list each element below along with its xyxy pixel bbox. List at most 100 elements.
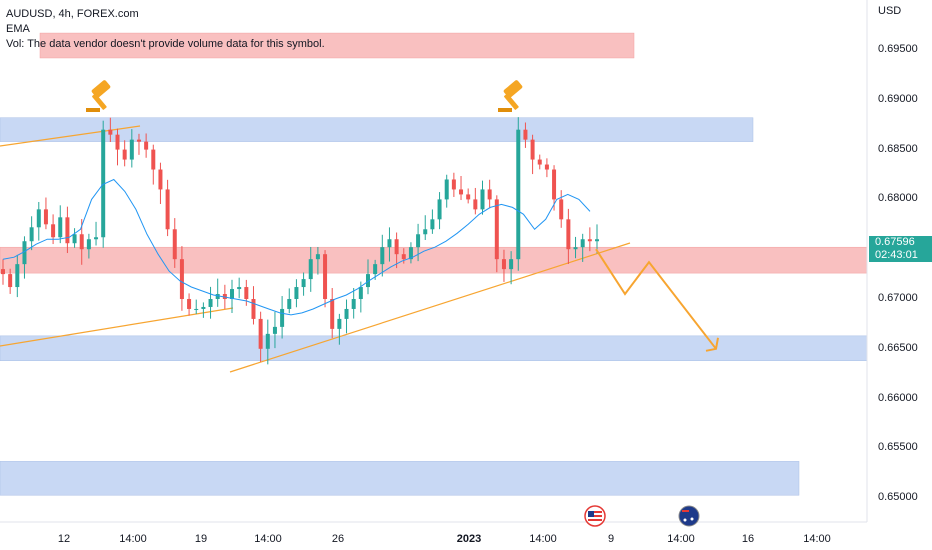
candle-body <box>129 139 134 160</box>
time-tick-label: 14:00 <box>529 533 557 545</box>
candle <box>65 206 70 254</box>
price-tick-label: 0.65000 <box>878 491 918 504</box>
price-tick-label: 0.65500 <box>878 441 918 454</box>
candle <box>244 279 249 306</box>
candle <box>595 224 599 254</box>
price-tick-label: 0.69000 <box>878 92 918 105</box>
candle <box>344 299 349 334</box>
candle-body <box>179 259 184 299</box>
candle-body <box>387 239 392 248</box>
candle-body <box>473 199 478 210</box>
candle-body <box>459 189 464 195</box>
candle <box>487 179 492 209</box>
candle-body <box>280 308 285 327</box>
candle-body <box>373 264 378 275</box>
candle-body <box>566 219 571 250</box>
candle <box>29 216 34 251</box>
candle-body <box>222 294 227 299</box>
candle-body <box>230 289 235 299</box>
candle-body <box>573 247 578 250</box>
candle <box>94 221 99 246</box>
price-tick-label: 0.67000 <box>878 292 918 304</box>
candle <box>537 154 542 170</box>
chart-legend: AUDUSD, 4h, FOREX.com EMA Vol: The data … <box>6 7 325 52</box>
candle-body <box>294 287 299 299</box>
candle <box>509 251 514 285</box>
gavel-icon <box>498 80 523 112</box>
candle <box>444 174 449 208</box>
trendline[interactable] <box>0 125 141 147</box>
candle <box>559 190 564 228</box>
candle <box>294 279 299 308</box>
candle <box>201 302 206 318</box>
candle-body <box>86 239 91 250</box>
candle <box>323 250 328 308</box>
candle <box>337 313 342 345</box>
candle <box>208 286 213 319</box>
candle <box>165 179 170 237</box>
candle-body <box>466 194 471 200</box>
supply-zone[interactable] <box>0 246 868 274</box>
candle-body <box>351 299 356 309</box>
candle <box>401 248 406 264</box>
candle-body <box>401 254 406 260</box>
candle <box>122 140 127 167</box>
supply-zone[interactable] <box>39 32 635 59</box>
candle-body <box>559 199 564 220</box>
candle-body <box>1 269 5 275</box>
candle-body <box>265 333 270 349</box>
candle <box>158 162 163 204</box>
candle-body <box>151 149 156 170</box>
us-flag-icon[interactable] <box>584 505 606 527</box>
candle <box>280 296 285 339</box>
trendlines <box>0 125 631 373</box>
symbol-title[interactable]: AUDUSD, 4h, FOREX.com <box>6 8 139 20</box>
candle-body <box>408 247 413 260</box>
candle <box>86 233 91 259</box>
candle-body <box>158 169 163 190</box>
candle-body <box>208 299 213 307</box>
time-tick-label: 14:00 <box>254 533 282 545</box>
trendline[interactable] <box>229 242 631 373</box>
australia-flag-icon[interactable] <box>678 505 700 527</box>
demand-zone[interactable] <box>0 335 868 362</box>
candle-body <box>36 209 41 228</box>
ema-indicator-label[interactable]: EMA <box>6 23 30 35</box>
demand-zone[interactable] <box>0 461 800 496</box>
candle-body <box>172 229 177 260</box>
candle-body <box>43 209 48 225</box>
ema-line <box>2 178 591 316</box>
price-tick-label: 0.68000 <box>878 192 918 205</box>
candle-body <box>194 308 199 310</box>
candle-body <box>22 241 27 265</box>
candle <box>287 288 292 314</box>
candle-body <box>244 287 249 299</box>
candle-body <box>65 217 70 244</box>
candle-body <box>323 254 328 299</box>
candle-body <box>394 239 399 255</box>
time-tick-label: 19 <box>194 533 208 545</box>
candlesticks <box>1 117 599 365</box>
candle <box>423 215 428 240</box>
candle <box>230 279 235 314</box>
candle <box>301 272 306 296</box>
trendline[interactable] <box>0 307 234 347</box>
time-tick-label: 14:00 <box>803 533 831 545</box>
candle <box>187 293 192 316</box>
candle-body <box>544 164 549 170</box>
candle-body <box>516 129 521 260</box>
candle-body <box>115 134 120 150</box>
candle-body <box>108 129 113 135</box>
candle <box>544 158 549 178</box>
candle <box>315 247 320 275</box>
candle-body <box>537 159 542 165</box>
candle-body <box>344 308 349 319</box>
candle-body <box>430 219 435 230</box>
candle-body <box>144 141 149 150</box>
candle-body <box>494 199 499 260</box>
demand-zone[interactable] <box>0 117 754 142</box>
candle-body <box>315 254 320 260</box>
candle <box>8 268 13 294</box>
time-tick-label: 14:00 <box>667 533 695 545</box>
